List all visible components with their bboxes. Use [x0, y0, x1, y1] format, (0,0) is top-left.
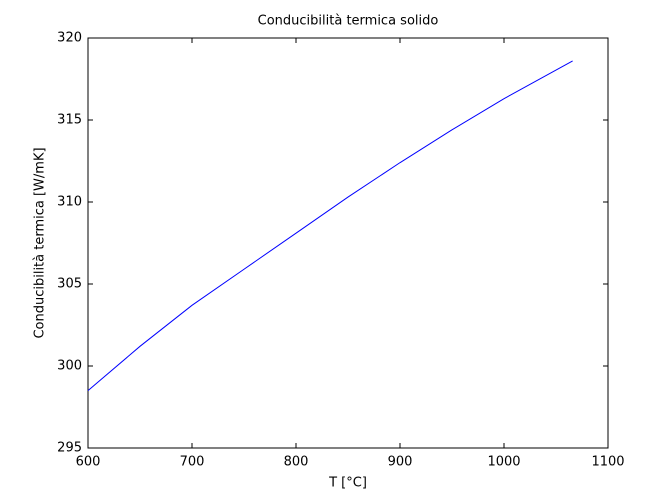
x-tick-label: 1000 [487, 455, 520, 470]
x-axis-label: T [°C] [328, 476, 367, 491]
y-tick-label: 320 [57, 31, 82, 46]
x-tick-label: 900 [388, 455, 413, 470]
plot-area [87, 37, 609, 449]
chart-title: Conducibilità termica solido [258, 14, 439, 29]
y-tick-label: 315 [57, 113, 82, 128]
y-tick-label: 300 [57, 359, 82, 374]
y-tick-label: 310 [57, 195, 82, 210]
x-tick-label: 800 [284, 455, 309, 470]
y-axis-label: Conducibilità termica [W/mK] [33, 147, 48, 338]
x-tick-label: 1100 [591, 455, 624, 470]
x-tick-label: 700 [180, 455, 205, 470]
x-tick-label: 600 [76, 455, 101, 470]
y-tick-label: 305 [57, 277, 82, 292]
y-tick-label: 295 [57, 441, 82, 456]
data-line [87, 60, 573, 391]
